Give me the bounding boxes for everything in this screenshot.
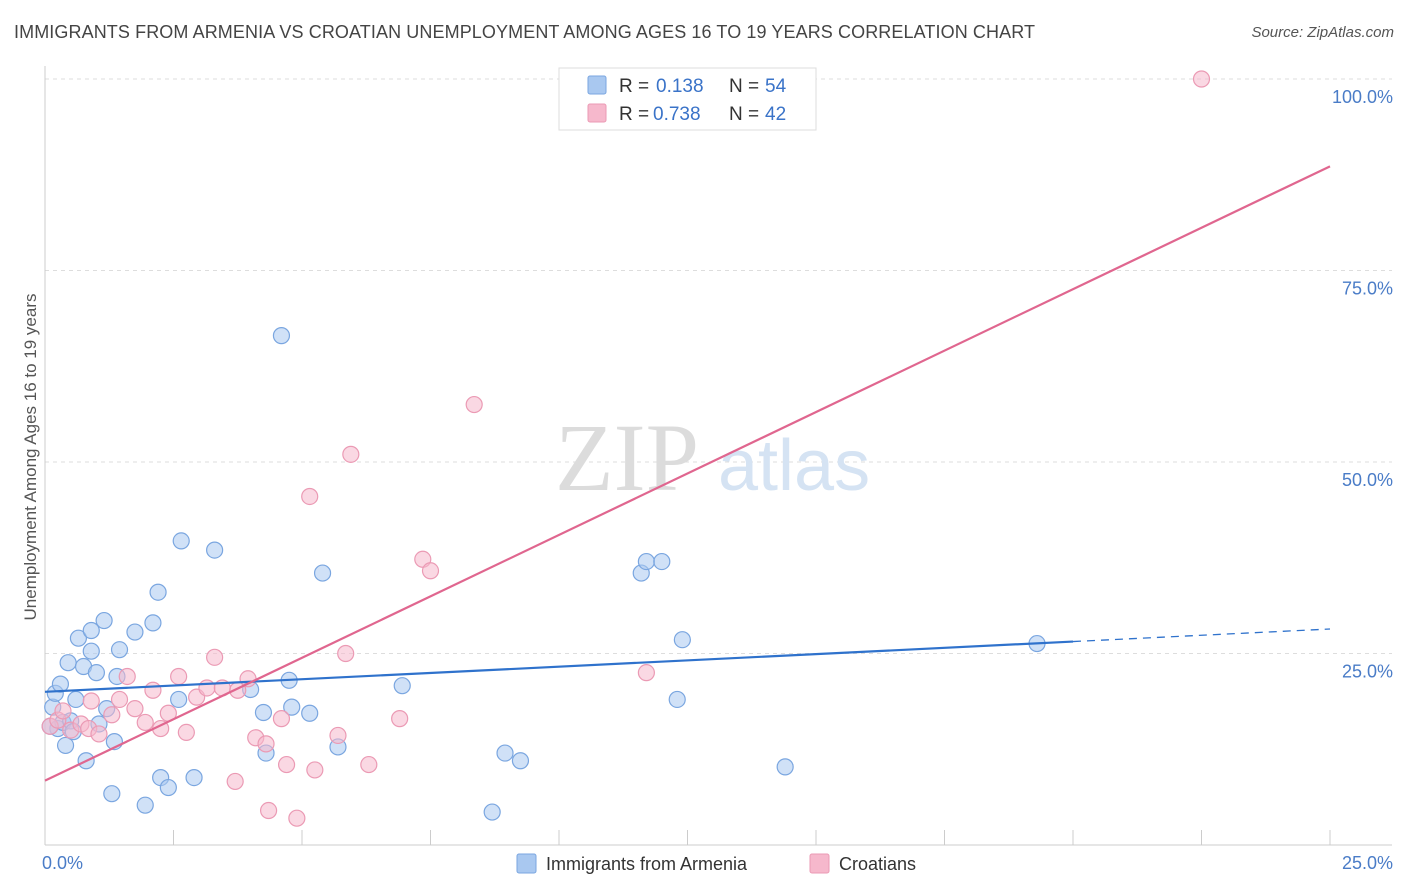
bottom-legend: Immigrants from Armenia Croatians <box>516 853 916 874</box>
point-armenia-14 <box>82 642 100 660</box>
point-croatian-10 <box>118 667 136 686</box>
point-croatian-8 <box>103 706 121 724</box>
x-tick-label-max: 25.0% <box>1342 853 1393 873</box>
point-croatian-33 <box>329 726 347 745</box>
trend-lines <box>44 165 1331 782</box>
axes <box>44 66 1392 846</box>
legend-n-label-0: N = <box>729 76 759 97</box>
point-croatian-35 <box>342 445 360 463</box>
point-croatian-37 <box>391 710 409 728</box>
x-tick-label-min: 0.0% <box>42 853 83 873</box>
point-croatian-7 <box>90 725 108 743</box>
point-armenia-26 <box>149 583 167 601</box>
point-armenia-45 <box>483 803 501 821</box>
bottom-legend-armenia: Immigrants from Armenia <box>546 854 748 874</box>
point-armenia-36 <box>272 327 291 345</box>
point-armenia-44 <box>511 752 530 770</box>
legend-box: R = 0.138 N = 54 R = 0.738 N = 42 <box>558 67 817 131</box>
point-armenia-39 <box>301 704 319 722</box>
point-armenia-32 <box>206 541 224 559</box>
point-croatian-36 <box>360 755 378 774</box>
point-armenia-5 <box>56 736 75 755</box>
point-armenia-23 <box>126 623 144 641</box>
legend-n-label-1: N = <box>729 104 759 125</box>
point-armenia-50 <box>668 690 686 709</box>
tick-labels: 25.0% 50.0% 75.0% 100.0% 0.0% 25.0% <box>42 87 1393 873</box>
point-croatian-6 <box>82 692 100 710</box>
point-armenia-13 <box>82 621 100 640</box>
point-croatian-39 <box>421 562 440 580</box>
point-croatian-42 <box>1192 70 1211 88</box>
legend-r-value-0: 0.138 <box>656 76 704 97</box>
point-croatian-27 <box>259 801 278 820</box>
watermark-zip: ZIP <box>555 404 699 511</box>
data-points <box>41 70 1211 827</box>
point-croatian-28 <box>272 710 291 728</box>
y-tick-label-50: 50.0% <box>1342 470 1393 490</box>
point-armenia-40 <box>313 564 332 582</box>
legend-r-label-0: R = <box>619 76 649 97</box>
point-armenia-49 <box>673 631 691 649</box>
point-armenia-9 <box>67 690 85 709</box>
point-croatian-2 <box>54 702 72 720</box>
point-croatian-12 <box>136 713 154 732</box>
point-armenia-34 <box>254 703 273 722</box>
legend-swatch-croatians <box>587 103 607 123</box>
legend-r-label-1: R = <box>619 104 649 125</box>
point-croatian-11 <box>126 700 144 718</box>
y-tick-label-75: 75.0% <box>1342 279 1393 299</box>
point-croatian-17 <box>177 723 195 741</box>
source-label: Source: ZipAtlas.com <box>1251 24 1394 41</box>
point-armenia-43 <box>496 744 514 762</box>
point-croatian-16 <box>170 667 188 686</box>
y-axis-label: Unemployment Among Ages 16 to 19 years <box>21 294 40 621</box>
point-armenia-29 <box>170 690 188 709</box>
legend-swatch-armenia <box>587 75 607 95</box>
point-croatian-9 <box>110 690 129 709</box>
point-armenia-28 <box>159 778 177 797</box>
point-croatian-26 <box>257 735 275 753</box>
point-croatian-22 <box>226 772 244 791</box>
trendline-armenia <box>44 640 1074 693</box>
point-croatian-29 <box>277 755 296 774</box>
point-croatian-20 <box>206 648 224 666</box>
legend-r-value-1: 0.738 <box>653 104 701 125</box>
point-croatian-30 <box>288 809 306 827</box>
grid-lines <box>45 78 1392 654</box>
y-tick-label-100: 100.0% <box>1332 87 1393 107</box>
point-armenia-22 <box>110 641 129 659</box>
chart-title: IMMIGRANTS FROM ARMENIA VS CROATIAN UNEM… <box>14 22 1036 42</box>
y-tick-label-25: 25.0% <box>1342 662 1393 682</box>
point-armenia-42 <box>393 677 411 695</box>
point-armenia-15 <box>87 664 106 682</box>
point-armenia-17 <box>95 611 113 630</box>
trendline-armenia-extension <box>1072 628 1331 643</box>
point-armenia-19 <box>103 785 121 803</box>
point-armenia-30 <box>172 532 190 550</box>
trendline-croatians <box>44 165 1331 782</box>
point-croatian-32 <box>306 761 324 779</box>
point-croatian-41 <box>637 664 655 682</box>
watermark-atlas: atlas <box>718 426 870 506</box>
point-croatian-13 <box>144 681 162 699</box>
point-croatian-34 <box>337 644 355 663</box>
bottom-legend-croatians: Croatians <box>839 854 916 874</box>
legend-n-value-1: 42 <box>765 104 786 125</box>
point-armenia-25 <box>144 614 162 632</box>
point-croatian-19 <box>198 679 216 697</box>
point-croatian-40 <box>465 395 483 414</box>
point-armenia-51 <box>776 758 794 776</box>
point-armenia-24 <box>136 796 154 814</box>
point-armenia-10 <box>69 629 88 647</box>
legend-n-value-0: 54 <box>765 76 787 97</box>
bottom-legend-swatch-armenia <box>516 853 537 874</box>
point-armenia-38 <box>283 698 301 716</box>
point-armenia-31 <box>185 768 203 787</box>
point-armenia-47 <box>637 552 655 571</box>
bottom-legend-swatch-croatians <box>809 853 830 874</box>
point-croatian-31 <box>301 487 319 506</box>
point-armenia-48 <box>653 552 671 571</box>
point-armenia-6 <box>59 654 77 672</box>
